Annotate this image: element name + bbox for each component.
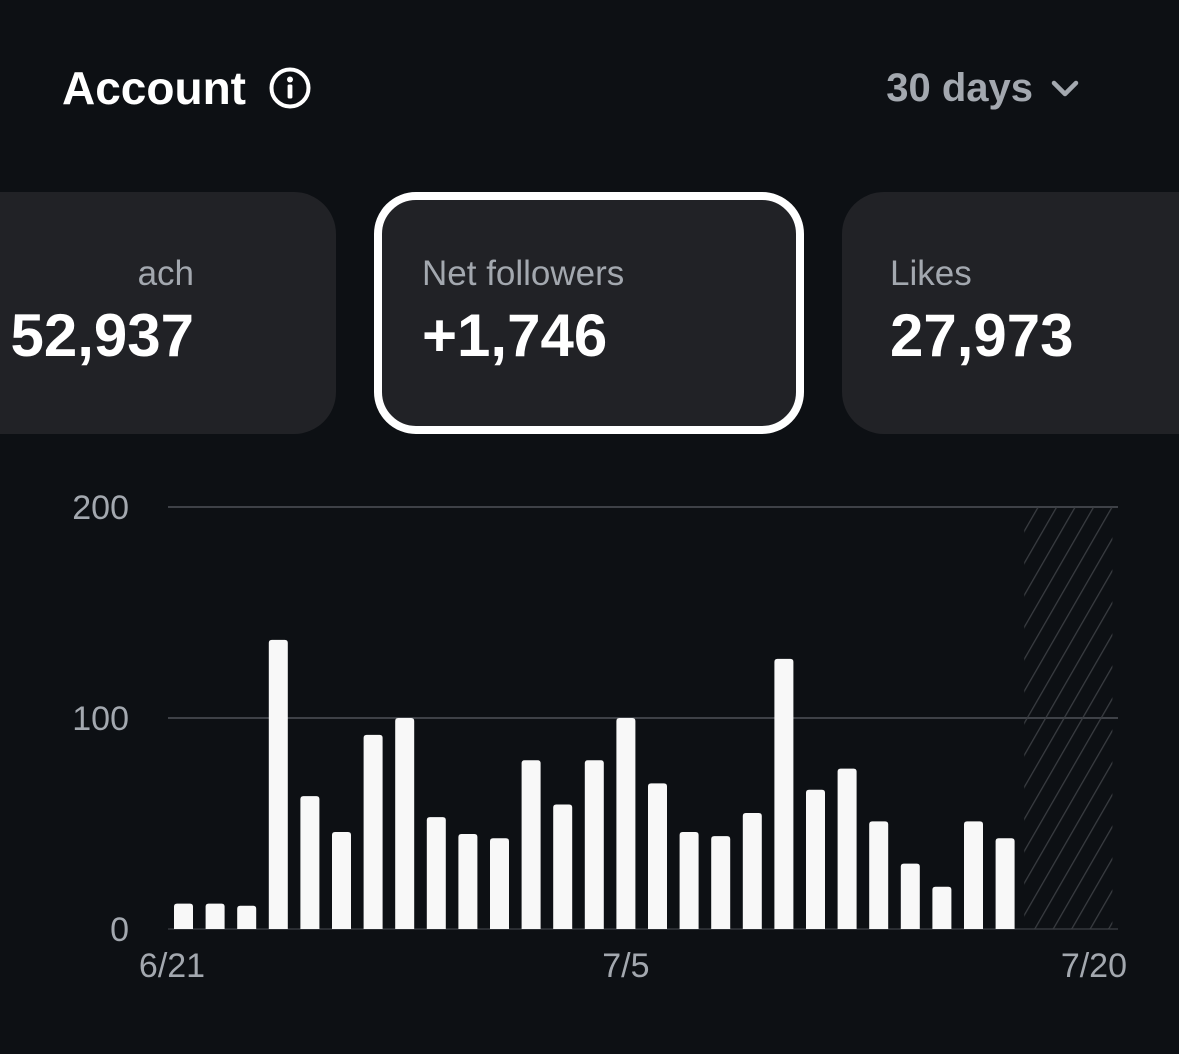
x-tick-label: 7/20	[1061, 947, 1127, 985]
metric-value-likes: 27,973	[890, 302, 1074, 369]
y-tick-label: 100	[72, 700, 129, 738]
bar-7/4[interactable]	[584, 760, 604, 929]
metric-card-reach[interactable]: ach 52,937	[0, 192, 336, 434]
chart-gridlines	[168, 506, 1118, 930]
x-tick-label: 7/5	[602, 947, 649, 985]
bar-7/14[interactable]	[900, 863, 920, 929]
bar-6/30[interactable]	[458, 834, 478, 929]
bar-6/28[interactable]	[395, 718, 415, 929]
bar-6/23[interactable]	[237, 905, 257, 929]
net-followers-bar-chart: 200 100 0 6/21 7/5 7/20	[72, 489, 1127, 985]
bar-6/26[interactable]	[332, 831, 351, 929]
section-header: Account	[62, 58, 312, 118]
bar-7/9[interactable]	[742, 812, 762, 929]
y-tick-label: 200	[72, 489, 129, 527]
bar-7/15[interactable]	[932, 886, 952, 929]
metric-value-net-followers: +1,746	[422, 302, 608, 369]
chart-bars	[174, 639, 1015, 929]
bar-7/11[interactable]	[806, 789, 825, 929]
bar-7/10[interactable]	[774, 658, 794, 929]
bar-6/25[interactable]	[300, 796, 320, 929]
metric-card-likes[interactable]: Likes 27,973	[842, 192, 1179, 434]
y-tick-label: 0	[110, 911, 129, 949]
bar-7/12[interactable]	[837, 768, 857, 929]
metric-value-reach: 52,937	[10, 302, 194, 369]
metric-label-likes: Likes	[890, 254, 972, 293]
section-title: Account	[62, 62, 246, 114]
x-axis-ticks: 6/21 7/5 7/20	[139, 947, 1127, 985]
bar-6/21[interactable]	[174, 903, 193, 929]
metric-card-net-followers[interactable]: Net followers +1,746	[374, 192, 804, 434]
x-tick-label: 6/21	[139, 947, 205, 985]
bar-7/7[interactable]	[679, 831, 699, 929]
bar-7/17[interactable]	[995, 838, 1015, 929]
info-icon[interactable]	[268, 66, 312, 110]
chevron-down-icon	[1051, 80, 1079, 97]
bar-6/22[interactable]	[205, 903, 225, 929]
bar-7/6[interactable]	[648, 783, 667, 929]
metric-label-reach: ach	[137, 254, 194, 293]
period-label: 30 days	[886, 66, 1033, 110]
bar-7/1[interactable]	[490, 838, 509, 929]
bar-7/16[interactable]	[964, 821, 983, 929]
bar-7/5[interactable]	[616, 718, 636, 929]
period-selector[interactable]: 30 days	[886, 58, 1081, 118]
bar-7/2[interactable]	[521, 760, 541, 929]
bar-7/3[interactable]	[553, 804, 573, 929]
bar-6/24[interactable]	[268, 639, 288, 929]
metric-label-net-followers: Net followers	[422, 254, 625, 293]
y-axis-ticks: 200 100 0	[72, 489, 129, 949]
bar-7/13[interactable]	[869, 821, 889, 929]
bar-6/29[interactable]	[426, 817, 446, 929]
pending-days-hatch	[1024, 507, 1113, 929]
bar-6/27[interactable]	[363, 734, 383, 929]
pending-days-region	[1024, 507, 1113, 929]
bar-7/8[interactable]	[711, 836, 731, 929]
